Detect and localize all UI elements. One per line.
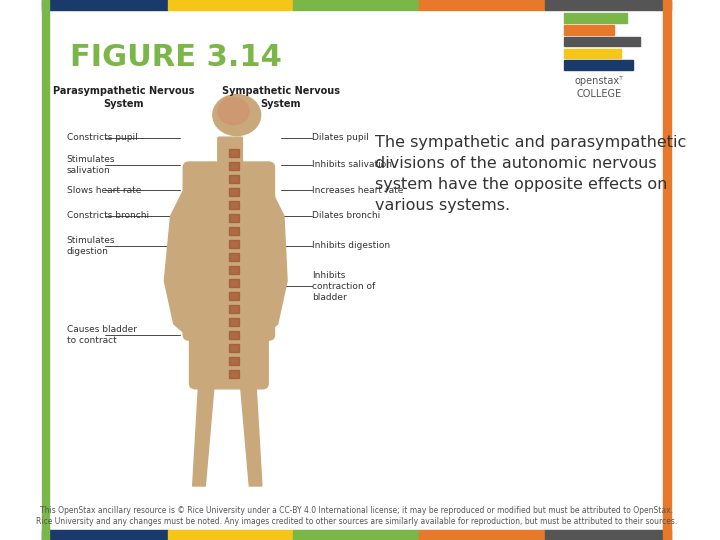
Text: openstaxᵀ
COLLEGE: openstaxᵀ COLLEGE [574, 76, 623, 99]
Text: Stimulates
salivation: Stimulates salivation [67, 154, 115, 175]
Bar [564, 37, 639, 46]
Text: Parasympathetic Nervous
System: Parasympathetic Nervous System [53, 86, 194, 109]
Bar [228, 292, 238, 300]
Bar [228, 331, 238, 339]
Polygon shape [193, 378, 215, 486]
Bar [663, 0, 671, 540]
Bar [228, 279, 238, 287]
Bar [228, 357, 238, 365]
Text: Causes bladder
to contract: Causes bladder to contract [67, 325, 137, 345]
Bar [228, 175, 238, 183]
Bar [293, 530, 419, 540]
Circle shape [213, 94, 261, 136]
Bar [545, 0, 671, 10]
Bar [564, 25, 614, 35]
Bar [228, 227, 238, 235]
Text: Slows heart rate: Slows heart rate [67, 186, 141, 194]
Bar [42, 0, 168, 10]
Text: Increases heart rate: Increases heart rate [312, 186, 404, 194]
Text: This OpenStax ancillary resource is © Rice University under a CC-BY 4.0 Internat: This OpenStax ancillary resource is © Ri… [36, 505, 677, 526]
Text: Constricts pupil: Constricts pupil [67, 133, 138, 142]
Text: Sympathetic Nervous
System: Sympathetic Nervous System [222, 86, 340, 109]
FancyBboxPatch shape [218, 137, 243, 166]
Bar [419, 0, 545, 10]
Polygon shape [265, 178, 287, 335]
Bar [228, 188, 238, 195]
Bar [228, 266, 238, 274]
Text: Dilates bronchi: Dilates bronchi [312, 212, 380, 220]
Text: FIGURE 3.14: FIGURE 3.14 [70, 43, 282, 72]
Text: Dilates pupil: Dilates pupil [312, 133, 369, 142]
Bar [228, 305, 238, 313]
Bar [228, 214, 238, 222]
Circle shape [218, 98, 249, 125]
Bar [228, 201, 238, 209]
Text: Constricts bronchi: Constricts bronchi [67, 212, 149, 220]
Bar [564, 13, 627, 23]
Bar [42, 0, 49, 540]
FancyBboxPatch shape [189, 324, 269, 389]
Bar [42, 530, 168, 540]
Bar [228, 344, 238, 352]
Bar [564, 60, 634, 70]
FancyBboxPatch shape [183, 162, 274, 340]
Text: The sympathetic and parasympathetic
divisions of the autonomic nervous
system ha: The sympathetic and parasympathetic divi… [375, 135, 686, 213]
Bar [168, 530, 293, 540]
Text: Stimulates
digestion: Stimulates digestion [67, 235, 115, 256]
Bar [168, 0, 293, 10]
Bar [228, 149, 238, 157]
Bar [564, 49, 621, 58]
Bar [228, 240, 238, 248]
Bar [293, 0, 419, 10]
Text: Inhibits salivation: Inhibits salivation [312, 160, 392, 169]
Bar [228, 253, 238, 261]
Bar [545, 530, 671, 540]
Bar [228, 162, 238, 170]
Polygon shape [164, 178, 189, 335]
Polygon shape [237, 378, 262, 486]
Text: Inhibits digestion: Inhibits digestion [312, 241, 390, 250]
Bar [228, 370, 238, 378]
Text: Inhibits
contraction of
bladder: Inhibits contraction of bladder [312, 271, 376, 302]
Bar [228, 318, 238, 326]
Bar [419, 530, 545, 540]
